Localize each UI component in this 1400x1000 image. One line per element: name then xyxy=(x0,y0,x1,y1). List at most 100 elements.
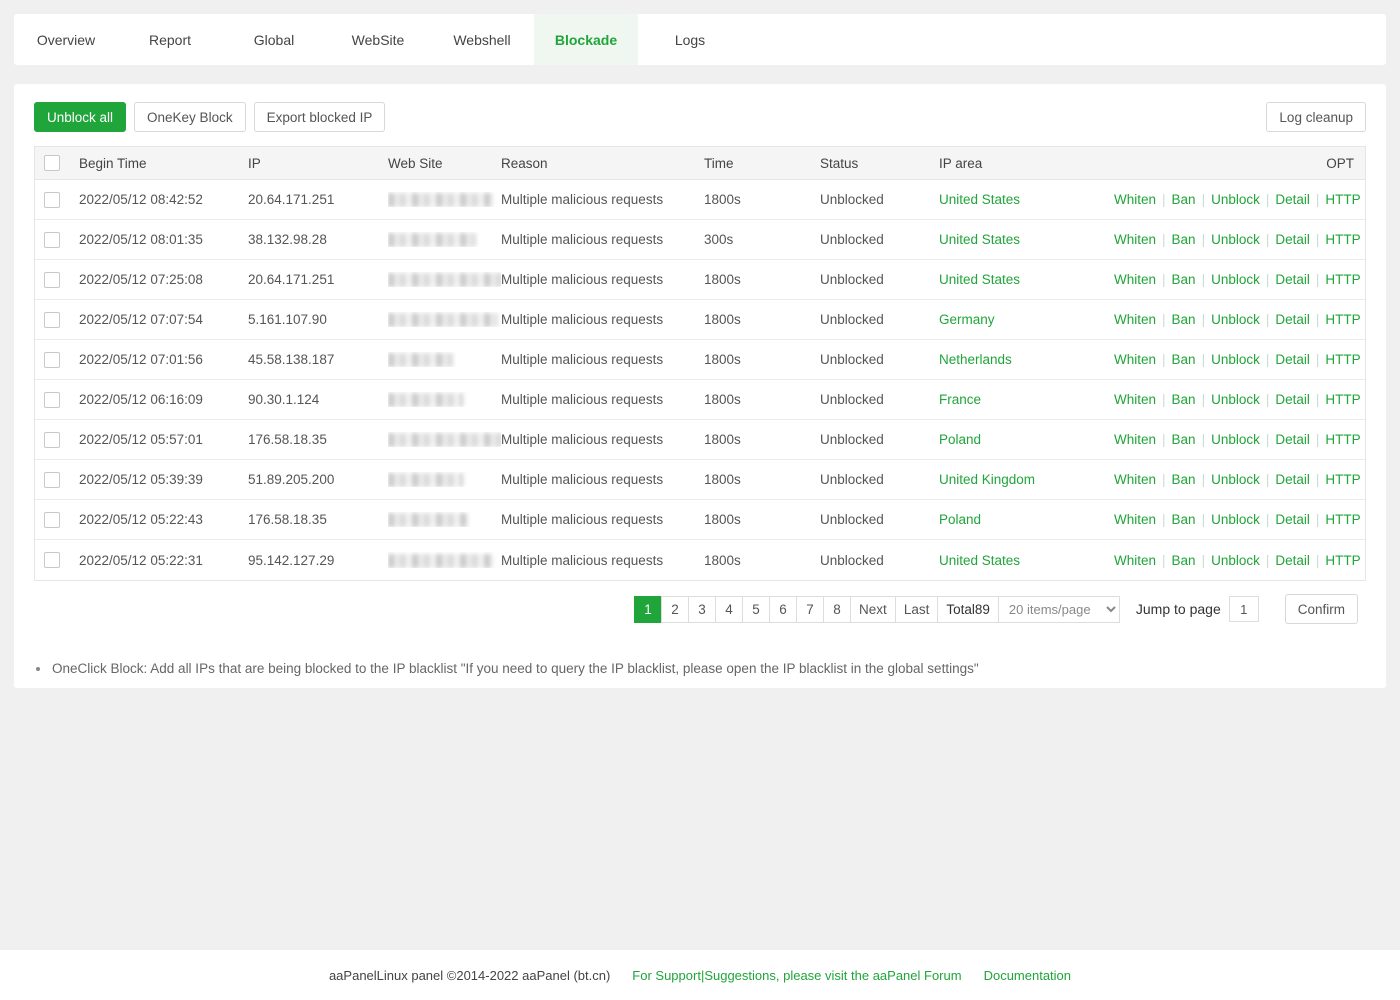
jump-to-page-input[interactable] xyxy=(1228,596,1259,622)
reason-cell: Multiple malicious requests xyxy=(501,512,664,527)
ban-action-link[interactable]: Ban xyxy=(1171,192,1196,207)
next-page-button[interactable]: Next xyxy=(850,595,896,623)
row-checkbox[interactable] xyxy=(44,311,60,328)
http-action-link[interactable]: HTTP xyxy=(1325,352,1361,367)
detail-action-link[interactable]: Detail xyxy=(1275,472,1310,487)
whiten-action-link[interactable]: Whiten xyxy=(1114,272,1157,287)
items-per-page-select[interactable]: 20 items/page xyxy=(997,595,1120,623)
table-row: 2022/05/12 05:39:39 51.89.205.200 Multiple… xyxy=(35,460,1365,500)
export-blocked-ip-button[interactable]: Export blocked IP xyxy=(253,102,386,132)
confirm-button[interactable]: Confirm xyxy=(1284,594,1358,624)
ip-area-cell: Netherlands xyxy=(939,352,1012,367)
tab-webshell[interactable]: Webshell xyxy=(453,31,511,48)
table-row: 2022/05/12 08:42:52 20.64.171.251 Multiple… xyxy=(35,180,1365,220)
detail-action-link[interactable]: Detail xyxy=(1275,272,1310,287)
page-button-5[interactable]: 5 xyxy=(742,595,771,623)
detail-action-link[interactable]: Detail xyxy=(1275,392,1310,407)
http-action-link[interactable]: HTTP xyxy=(1325,432,1361,447)
unblock-action-link[interactable]: Unblock xyxy=(1211,512,1260,527)
onekey-block-button[interactable]: OneKey Block xyxy=(134,102,246,132)
ip-area-cell: Poland xyxy=(939,432,982,447)
ban-action-link[interactable]: Ban xyxy=(1171,352,1196,367)
ban-action-link[interactable]: Ban xyxy=(1171,512,1196,527)
http-action-link[interactable]: HTTP xyxy=(1325,472,1361,487)
unblock-action-link[interactable]: Unblock xyxy=(1211,472,1260,487)
ban-action-link[interactable]: Ban xyxy=(1171,392,1196,407)
detail-action-link[interactable]: Detail xyxy=(1275,352,1310,367)
unblock-action-link[interactable]: Unblock xyxy=(1211,272,1260,287)
unblock-action-link[interactable]: Unblock xyxy=(1211,312,1260,327)
row-checkbox[interactable] xyxy=(44,431,60,448)
detail-action-link[interactable]: Detail xyxy=(1275,512,1310,527)
tab-blockade[interactable]: Blockade xyxy=(534,14,638,65)
whiten-action-link[interactable]: Whiten xyxy=(1114,232,1157,247)
row-checkbox[interactable] xyxy=(44,191,60,208)
http-action-link[interactable]: HTTP xyxy=(1325,552,1361,568)
tab-website[interactable]: WebSite xyxy=(351,31,405,48)
whiten-action-link[interactable]: Whiten xyxy=(1114,552,1157,568)
unblock-action-link[interactable]: Unblock xyxy=(1211,392,1260,407)
detail-action-link[interactable]: Detail xyxy=(1275,192,1310,207)
website-cell xyxy=(388,272,501,288)
http-action-link[interactable]: HTTP xyxy=(1325,312,1361,327)
row-checkbox[interactable] xyxy=(44,391,60,408)
footer: aaPanelLinux panel ©2014-2022 aaPanel (b… xyxy=(0,950,1400,1000)
tab-global[interactable]: Global xyxy=(253,31,295,48)
whiten-action-link[interactable]: Whiten xyxy=(1114,352,1157,367)
page-button-3[interactable]: 3 xyxy=(688,595,717,623)
reason-cell: Multiple malicious requests xyxy=(501,352,664,367)
reason-cell: Multiple malicious requests xyxy=(501,392,664,407)
last-page-button[interactable]: Last xyxy=(894,595,939,623)
unblock-all-button[interactable]: Unblock all xyxy=(34,102,127,132)
row-checkbox[interactable] xyxy=(44,552,60,568)
page-button-2[interactable]: 2 xyxy=(661,595,690,623)
unblock-action-link[interactable]: Unblock xyxy=(1211,552,1260,568)
ban-action-link[interactable]: Ban xyxy=(1171,272,1196,287)
ban-action-link[interactable]: Ban xyxy=(1171,472,1196,487)
whiten-action-link[interactable]: Whiten xyxy=(1114,392,1157,407)
row-checkbox[interactable] xyxy=(44,271,60,288)
whiten-action-link[interactable]: Whiten xyxy=(1114,432,1157,447)
ban-action-link[interactable]: Ban xyxy=(1171,312,1196,327)
whiten-action-link[interactable]: Whiten xyxy=(1114,512,1157,527)
censored-website xyxy=(388,553,493,568)
unblock-action-link[interactable]: Unblock xyxy=(1211,192,1260,207)
detail-action-link[interactable]: Detail xyxy=(1275,312,1310,327)
detail-action-link[interactable]: Detail xyxy=(1275,432,1310,447)
toolbar: Unblock all OneKey Block Export blocked … xyxy=(34,96,1366,138)
whiten-action-link[interactable]: Whiten xyxy=(1114,192,1157,207)
detail-action-link[interactable]: Detail xyxy=(1275,552,1310,568)
ban-action-link[interactable]: Ban xyxy=(1171,432,1196,447)
http-action-link[interactable]: HTTP xyxy=(1325,272,1361,287)
whiten-action-link[interactable]: Whiten xyxy=(1114,472,1157,487)
row-checkbox[interactable] xyxy=(44,471,60,488)
ban-action-link[interactable]: Ban xyxy=(1171,552,1196,568)
tab-report[interactable]: Report xyxy=(148,31,192,48)
http-action-link[interactable]: HTTP xyxy=(1325,192,1361,207)
page-button-4[interactable]: 4 xyxy=(715,595,744,623)
page-button-1[interactable]: 1 xyxy=(634,595,663,623)
row-checkbox[interactable] xyxy=(44,351,60,368)
page-button-8[interactable]: 8 xyxy=(823,595,852,623)
column-header-time: Time xyxy=(704,155,734,171)
tab-overview[interactable]: Overview xyxy=(36,31,96,48)
unblock-action-link[interactable]: Unblock xyxy=(1211,352,1260,367)
unblock-action-link[interactable]: Unblock xyxy=(1211,432,1260,447)
ban-action-link[interactable]: Ban xyxy=(1171,232,1196,247)
row-checkbox[interactable] xyxy=(44,511,60,528)
documentation-link[interactable]: Documentation xyxy=(983,967,1072,983)
http-action-link[interactable]: HTTP xyxy=(1325,232,1361,247)
row-checkbox[interactable] xyxy=(44,231,60,248)
begin-time-cell: 2022/05/12 08:01:35 xyxy=(79,232,203,247)
page-button-7[interactable]: 7 xyxy=(796,595,825,623)
http-action-link[interactable]: HTTP xyxy=(1325,392,1361,407)
page-button-6[interactable]: 6 xyxy=(769,595,798,623)
unblock-action-link[interactable]: Unblock xyxy=(1211,232,1260,247)
tab-logs[interactable]: Logs xyxy=(674,31,706,48)
log-cleanup-button[interactable]: Log cleanup xyxy=(1266,102,1366,132)
whiten-action-link[interactable]: Whiten xyxy=(1114,312,1157,327)
http-action-link[interactable]: HTTP xyxy=(1325,512,1361,527)
detail-action-link[interactable]: Detail xyxy=(1275,232,1310,247)
select-all-checkbox[interactable] xyxy=(44,155,60,171)
forum-link[interactable]: For Support|Suggestions, please visit th… xyxy=(632,967,962,983)
